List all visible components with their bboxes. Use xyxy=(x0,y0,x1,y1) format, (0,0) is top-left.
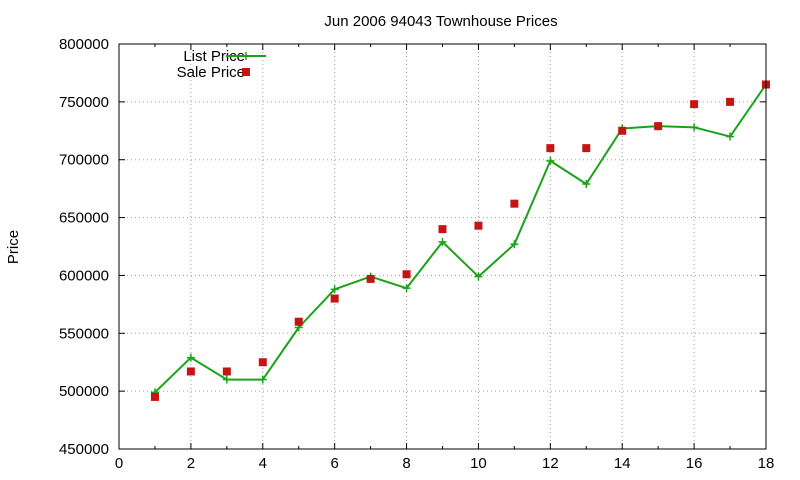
list-price-line xyxy=(154,83,767,394)
x-tick-label: 4 xyxy=(259,455,267,472)
sale-price-point xyxy=(654,122,663,131)
sale-price-point xyxy=(474,221,483,230)
x-tick-label: 10 xyxy=(470,455,487,472)
legend-marker-list-price xyxy=(242,52,250,60)
sale-price-point xyxy=(726,97,735,106)
y-tick-label: 450000 xyxy=(59,441,109,458)
legend-label-sale-price: Sale Price xyxy=(177,64,245,81)
x-tick-label: 8 xyxy=(402,455,410,472)
sale-price-point xyxy=(510,199,519,208)
sale-price-point xyxy=(582,144,591,153)
sale-price-point xyxy=(186,367,195,376)
list-price-point xyxy=(690,123,699,132)
y-tick-label: 750000 xyxy=(59,94,109,111)
y-tick-label: 600000 xyxy=(59,267,109,284)
x-tick-label: 16 xyxy=(686,455,703,472)
list-price-point xyxy=(546,156,555,165)
x-tick-label: 14 xyxy=(614,455,631,472)
sale-price-point xyxy=(402,270,411,279)
sale-price-point xyxy=(150,392,159,401)
x-tick-label: 12 xyxy=(542,455,559,472)
list-price-point xyxy=(474,272,483,281)
axis-ticks: 0 2 4 6 8 10 12 14 16 18 450000 500000 550000 600000 6… xyxy=(59,36,774,472)
y-tick-label: 550000 xyxy=(59,325,109,342)
sale-price-point xyxy=(222,367,231,376)
series-layer xyxy=(150,80,770,401)
legend-label-list-price: List Price xyxy=(183,48,245,65)
x-tick-label: 6 xyxy=(330,455,338,472)
sale-price-point xyxy=(438,225,447,234)
x-tick-label: 2 xyxy=(187,455,195,472)
list-price-point xyxy=(186,353,195,362)
chart-title: Jun 2006 94043 Townhouse Prices xyxy=(324,13,557,30)
list-price-point xyxy=(582,180,591,189)
x-tick-label: 0 xyxy=(115,455,123,472)
y-tick-label: 500000 xyxy=(59,383,109,400)
sale-price-point xyxy=(546,144,555,153)
sale-price-point xyxy=(258,358,267,367)
list-price-point xyxy=(402,284,411,293)
list-price-point xyxy=(330,285,339,294)
list-price-point xyxy=(438,237,447,246)
list-price-point xyxy=(510,240,519,249)
sale-price-point xyxy=(690,100,699,109)
y-tick-label: 650000 xyxy=(59,210,109,227)
list-price-point xyxy=(258,375,267,384)
x-tick-label: 18 xyxy=(758,455,775,472)
list-price-point xyxy=(726,132,735,141)
sale-price-point xyxy=(618,126,627,135)
sale-price-point xyxy=(366,274,375,283)
plot-frame xyxy=(118,43,767,450)
sale-price-point xyxy=(294,317,303,326)
y-tick-label: 700000 xyxy=(59,152,109,169)
y-axis-label: Price xyxy=(5,230,22,264)
sale-price-point xyxy=(330,294,339,303)
list-price-point xyxy=(222,375,231,384)
legend-marker-sale-price xyxy=(242,68,250,76)
grid-lines xyxy=(119,44,766,449)
y-tick-label: 800000 xyxy=(59,36,109,53)
